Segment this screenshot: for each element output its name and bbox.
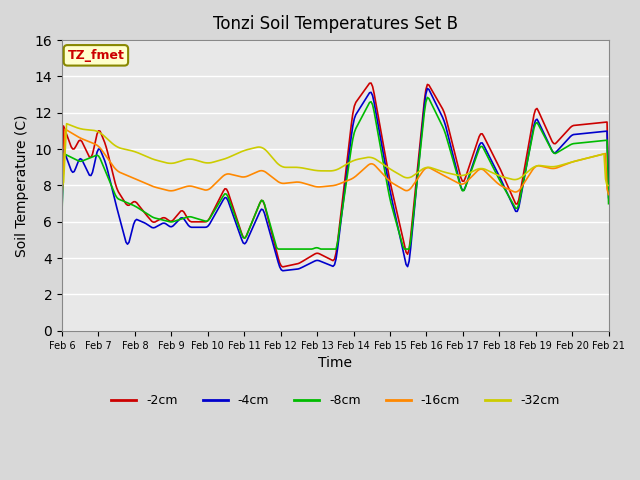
Line: -16cm: -16cm [62, 129, 609, 194]
-8cm [239, 235, 247, 240]
-2cm [577, 122, 585, 128]
Line: -2cm: -2cm [62, 83, 609, 267]
-32cm [58, 182, 66, 188]
Legend: -2cm, -4cm, -8cm, -16cm, -32cm: -2cm, -4cm, -8cm, -16cm, -32cm [106, 389, 564, 412]
-4cm [221, 195, 228, 201]
-16cm [58, 192, 66, 197]
-8cm [248, 218, 256, 224]
-4cm [58, 206, 66, 212]
-8cm [221, 191, 228, 197]
-8cm [125, 201, 133, 206]
-16cm [576, 157, 584, 163]
-32cm [299, 165, 307, 171]
-2cm [221, 186, 228, 192]
-4cm [605, 195, 612, 201]
-32cm [605, 182, 612, 188]
-2cm [367, 80, 375, 86]
Line: -8cm: -8cm [62, 97, 609, 249]
-16cm [241, 174, 248, 180]
-16cm [299, 180, 307, 186]
-8cm [299, 246, 307, 252]
-8cm [577, 140, 585, 146]
-4cm [424, 85, 431, 91]
-4cm [299, 264, 307, 270]
-2cm [248, 218, 256, 224]
-8cm [605, 201, 612, 206]
Line: -32cm: -32cm [62, 124, 609, 185]
-2cm [58, 190, 66, 196]
-32cm [223, 156, 230, 161]
-32cm [250, 145, 258, 151]
-32cm [241, 147, 248, 153]
-4cm [125, 240, 133, 245]
-32cm [63, 121, 70, 127]
-16cm [127, 174, 134, 180]
-32cm [127, 147, 134, 153]
Line: -4cm: -4cm [62, 88, 609, 271]
Text: TZ_fmet: TZ_fmet [67, 49, 124, 62]
-8cm [275, 246, 282, 252]
-32cm [576, 157, 584, 163]
-8cm [58, 209, 66, 215]
-16cm [61, 126, 69, 132]
Y-axis label: Soil Temperature (C): Soil Temperature (C) [15, 114, 29, 257]
-2cm [299, 258, 307, 264]
-16cm [605, 192, 612, 197]
-4cm [279, 268, 287, 274]
-2cm [125, 203, 133, 208]
X-axis label: Time: Time [318, 356, 352, 370]
-16cm [250, 170, 258, 176]
-2cm [279, 264, 287, 270]
-2cm [239, 234, 247, 240]
-8cm [424, 95, 431, 100]
-4cm [239, 240, 247, 246]
Title: Tonzi Soil Temperatures Set B: Tonzi Soil Temperatures Set B [212, 15, 458, 33]
-4cm [577, 131, 585, 137]
-16cm [223, 171, 230, 177]
-4cm [248, 226, 256, 231]
-2cm [605, 189, 612, 194]
